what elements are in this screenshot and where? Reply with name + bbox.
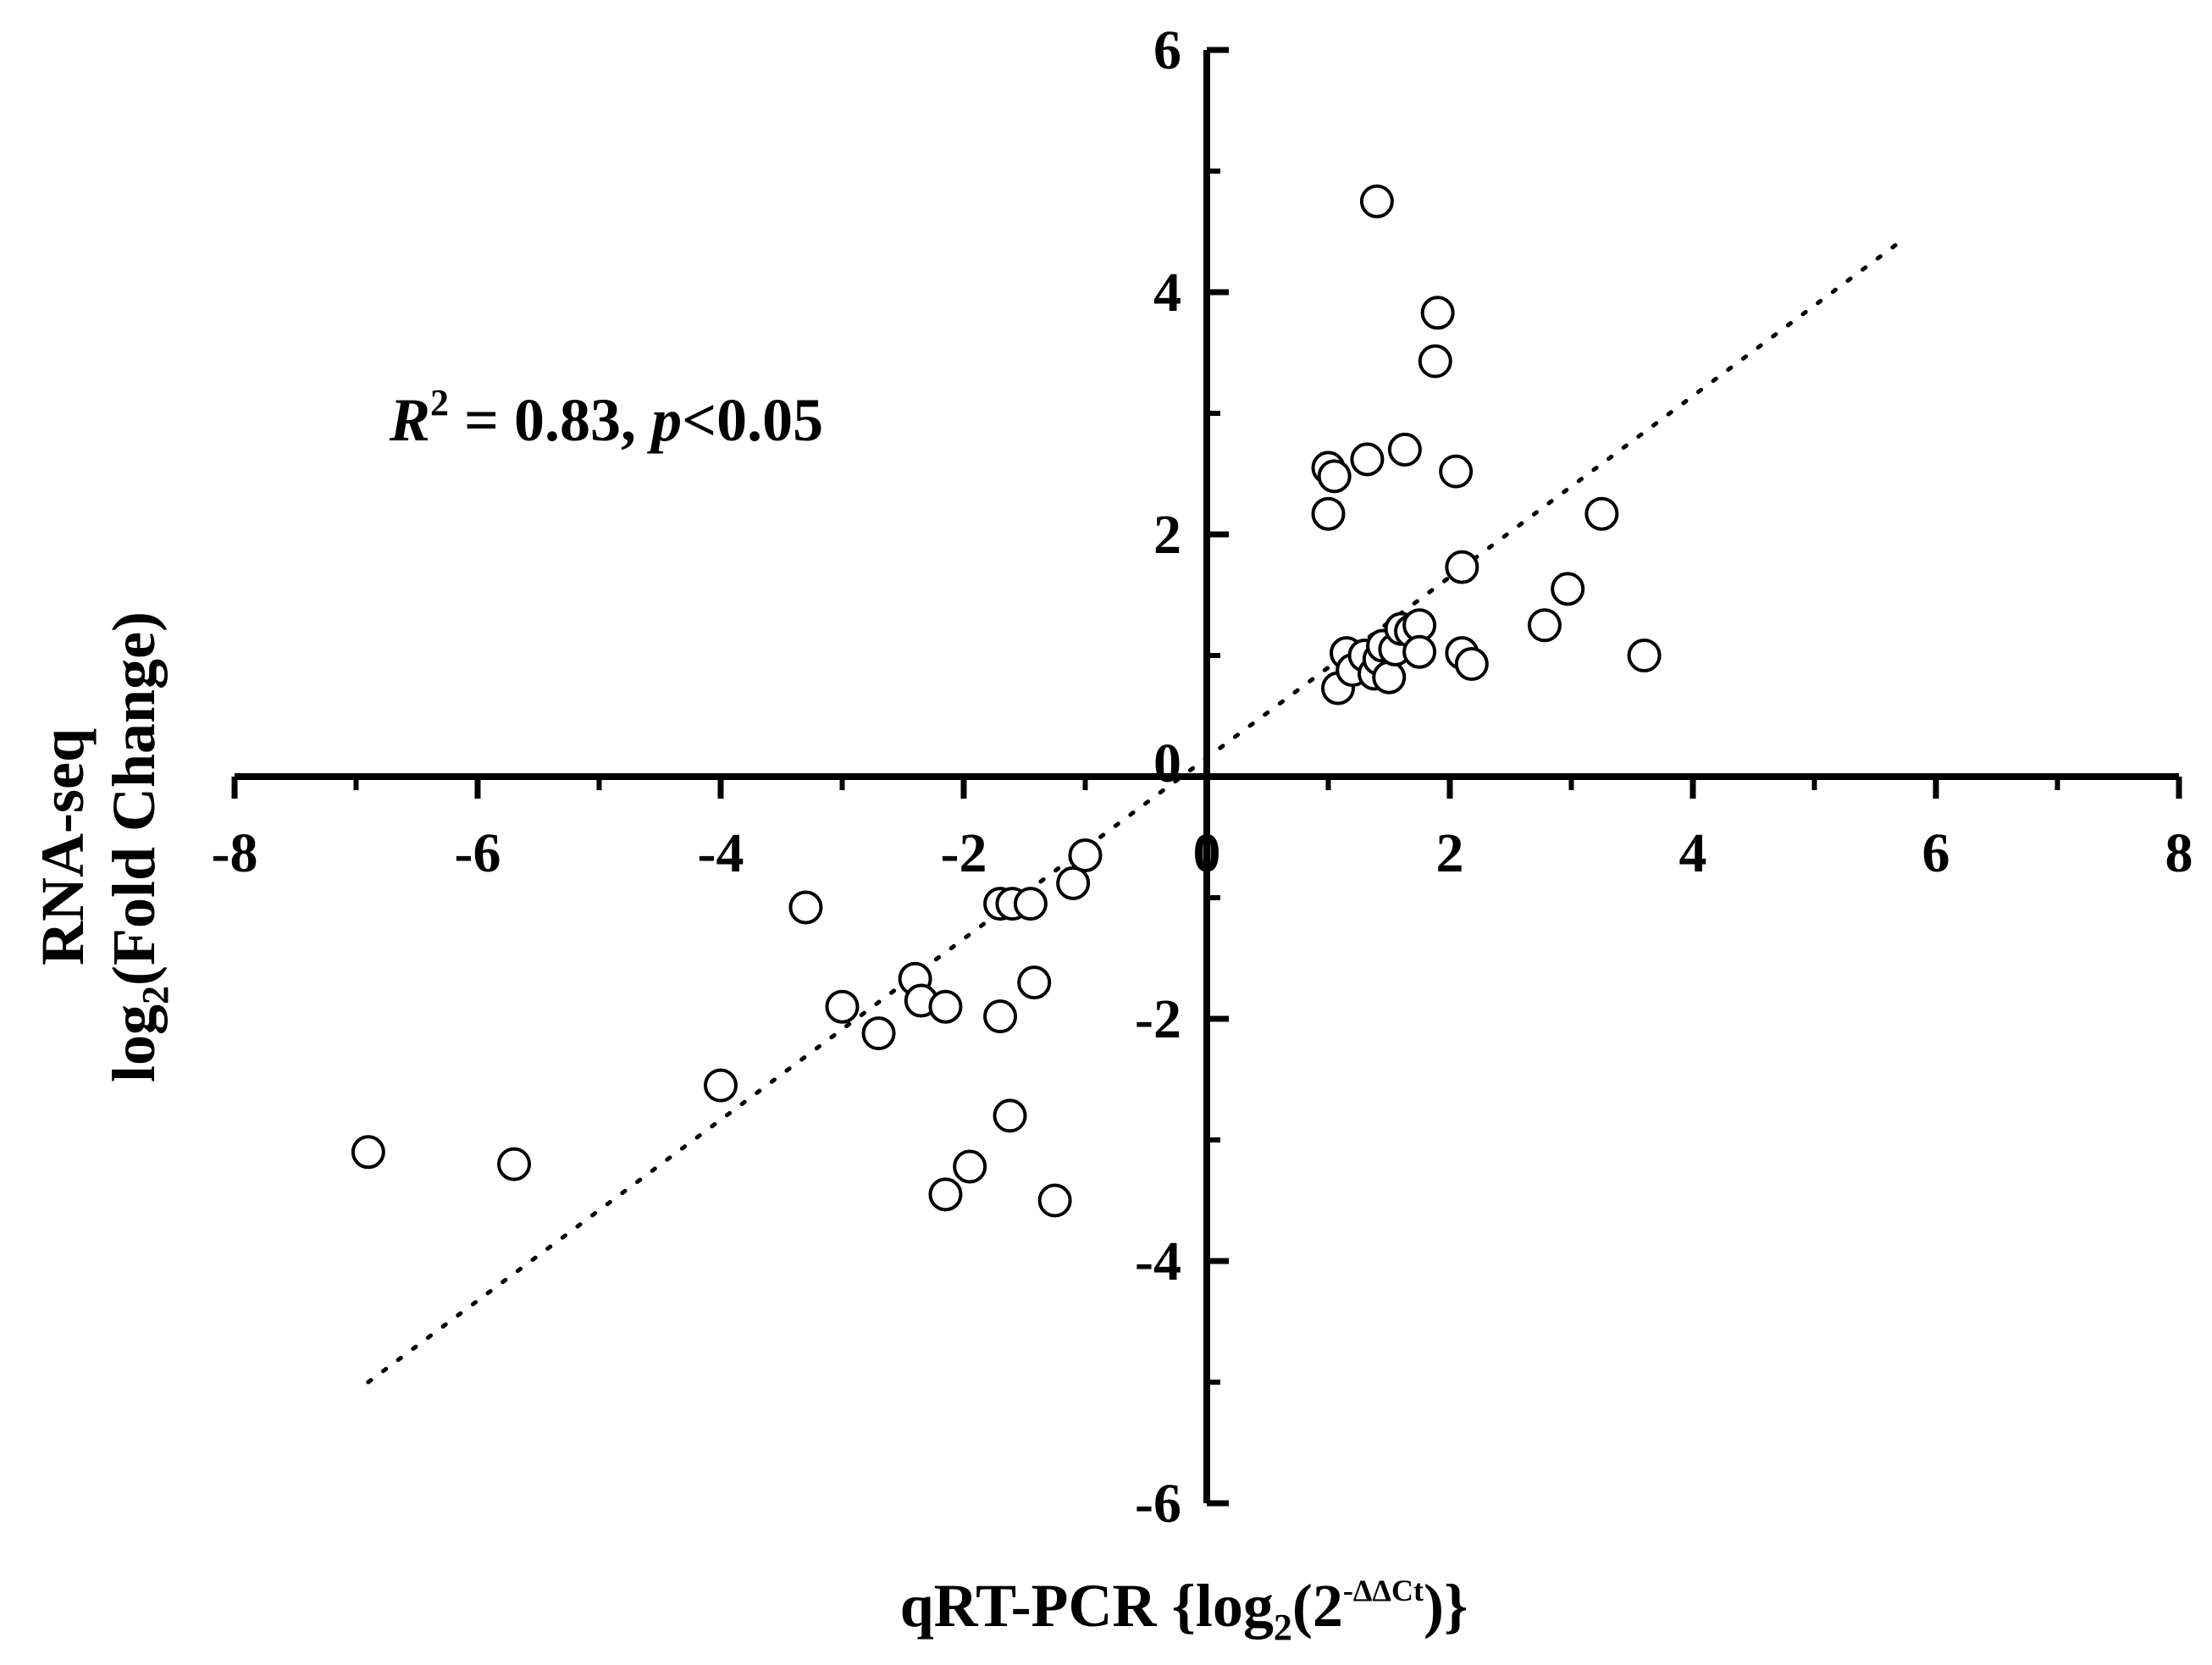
points-layer	[351, 184, 1662, 1218]
x-axis-title-sup: -ΔΔCt	[1343, 1574, 1424, 1607]
data-point	[825, 989, 860, 1024]
x-tick-label: 4	[1679, 822, 1707, 884]
data-point	[1317, 459, 1352, 494]
data-point	[1551, 572, 1585, 606]
y-axis-title-line2-sub: 2	[135, 986, 176, 1004]
data-point	[1627, 639, 1662, 672]
data-point	[1584, 496, 1619, 531]
x-axis-title-sub: 2	[1274, 1607, 1292, 1648]
x-tick-label: -8	[212, 822, 258, 884]
data-point	[1359, 184, 1394, 218]
data-point	[1017, 965, 1052, 1000]
annotation-r: R	[389, 386, 430, 454]
data-point	[953, 1149, 987, 1184]
data-point	[1445, 550, 1479, 584]
x-tick-label: -2	[941, 822, 987, 884]
y-axis-title: RNA-seq log2(Fold Change)	[29, 611, 176, 1082]
data-point	[1056, 866, 1091, 900]
y-tick-label: 4	[1153, 262, 1181, 324]
y-tick-label: 0	[1153, 733, 1181, 794]
data-point	[1454, 647, 1489, 682]
data-point	[993, 1098, 1027, 1133]
y-tick-label: -6	[1135, 1473, 1181, 1535]
y-axis-title-line2-main: log	[100, 1004, 168, 1082]
data-point	[497, 1147, 532, 1181]
data-point	[1311, 496, 1346, 531]
data-point	[1439, 454, 1474, 489]
y-tick-label: 2	[1153, 504, 1181, 566]
data-point	[928, 1177, 963, 1212]
data-point	[1372, 660, 1407, 694]
y-tick-label: -4	[1135, 1231, 1181, 1292]
data-point	[788, 890, 823, 925]
data-point	[983, 999, 1018, 1034]
x-axis-title: qRT-PCR {log2(2-ΔΔCt)}	[900, 1572, 1468, 1648]
trendline-layer	[366, 235, 1908, 1385]
data-point	[1037, 1183, 1072, 1218]
x-tick-label: 0	[1193, 822, 1221, 884]
x-tick-label: 6	[1922, 822, 1950, 884]
x-axis-title-mid: (2	[1292, 1572, 1343, 1640]
annotation-end: <0.05	[682, 386, 823, 454]
x-tick-label: 8	[2165, 822, 2193, 884]
y-axis-title-line2-end: (Fold Change)	[100, 611, 168, 986]
data-point	[861, 1016, 896, 1051]
data-point	[704, 1068, 738, 1103]
data-point	[1402, 634, 1437, 669]
data-point	[1350, 442, 1385, 477]
annotation-r-sup: 2	[430, 382, 449, 423]
data-point	[928, 989, 963, 1024]
axes-layer: -8 -6 -4 -2 0 2 4 6 8 -6 -4 -2 0 2 4 6	[212, 19, 2193, 1535]
data-point	[1387, 432, 1422, 467]
data-point	[1068, 838, 1103, 872]
x-tick-label: -6	[455, 822, 501, 884]
data-point	[1527, 608, 1562, 643]
y-axis-title-line2: log2(Fold Change)	[100, 611, 176, 1082]
data-point	[1013, 887, 1048, 921]
annotation-p: p	[646, 386, 682, 454]
data-point	[1418, 344, 1452, 379]
x-axis-title-main: qRT-PCR {log	[900, 1572, 1274, 1640]
data-point	[351, 1135, 385, 1170]
x-tick-label: -4	[698, 822, 744, 884]
x-axis-title-end: )}	[1424, 1572, 1468, 1640]
x-tick-label: 2	[1436, 822, 1464, 884]
trendline	[366, 235, 1908, 1385]
data-point	[1420, 296, 1455, 330]
y-tick-label: -2	[1135, 988, 1181, 1050]
r-squared-annotation: R2 = 0.83, p<0.05	[389, 382, 823, 454]
y-axis-title-line1: RNA-seq	[29, 728, 97, 965]
annotation-mid: = 0.83,	[449, 386, 651, 454]
y-tick-label: 6	[1153, 19, 1181, 81]
